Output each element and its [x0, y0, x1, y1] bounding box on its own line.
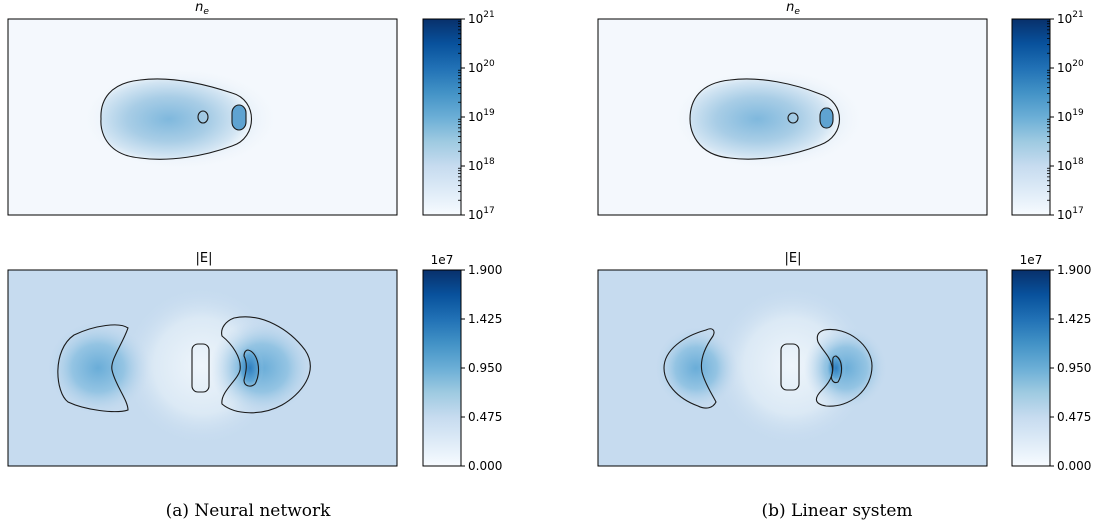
efield-colorbar-gradient-a — [423, 270, 461, 466]
efield-contour-left-lobe-a — [57, 324, 129, 413]
efield-contour-left-lobe-b — [663, 328, 717, 409]
ne-panel-b: ne — [597, 0, 988, 216]
ne-colorbar-gradient-a — [423, 19, 461, 215]
efield-left-lobe-glow-a — [46, 320, 150, 416]
ne-density-region-b — [690, 78, 840, 160]
efield-colorbar-offset-a: 1e7 — [431, 253, 454, 267]
ne-colorbar-a: 1017 1018 1019 1020 1021 — [422, 10, 495, 222]
ne-contour-outer-a — [100, 78, 253, 160]
efield-contour-center-b — [780, 343, 800, 391]
ne-contour-small-a — [197, 110, 209, 124]
efield-colorbar-b-tick-label: 0.000 — [1057, 459, 1091, 473]
ne-colorbar-b-tick-label: 1021 — [1057, 10, 1084, 26]
efield-colorbar-b-tick-label: 0.950 — [1057, 361, 1091, 375]
efield-colorbar-a-tick-label: 1.900 — [468, 263, 502, 277]
ne-colorbar-ticks-a: 1017 1018 1019 1020 1021 — [458, 10, 495, 222]
efield-colorbar-offset-b: 1e7 — [1020, 253, 1043, 267]
ne-contour-head-b — [819, 107, 834, 129]
caption-a: (a) Neural network — [166, 501, 332, 521]
efield-axes-frame-b — [597, 269, 988, 467]
efield-colorbar-a: 1e7 0.000 0.475 0.950 1.425 1.900 — [422, 253, 502, 473]
efield-axes-frame-a — [7, 269, 398, 467]
ne-colorbar-gradient-b — [1012, 19, 1050, 215]
efield-colorbar-b-tick-label: 1.425 — [1057, 312, 1091, 326]
caption-b: (b) Linear system — [761, 501, 912, 521]
efield-contour-hotspot-b — [830, 355, 843, 384]
efield-colorbar-b: 1e7 0.000 0.475 0.950 1.425 1.900 — [1011, 253, 1091, 473]
ne-colorbar-b-tick-label: 1017 — [1057, 206, 1084, 222]
efield-colorbar-a-tick-label: 0.000 — [468, 459, 502, 473]
efield-title-b: |E| — [785, 251, 802, 266]
ne-panel-a: ne — [7, 0, 398, 216]
ne-contour-outer-b — [689, 78, 841, 160]
ne-title-a: ne — [195, 0, 209, 17]
efield-hotspot-b — [826, 352, 846, 384]
efield-contour-hotspot-a — [243, 349, 260, 387]
ne-colorbar-a-tick-label: 1019 — [468, 108, 495, 124]
efield-contour-right-lobe-a — [221, 316, 311, 414]
ne-contour-head-a — [231, 104, 247, 131]
ne-colorbar-b-tick-label: 1019 — [1057, 108, 1084, 124]
ne-colorbar-b: 1017 1018 1019 1020 1021 — [1011, 10, 1084, 222]
efield-contour-center-a — [191, 343, 210, 393]
ne-colorbar-b-tick-label: 1018 — [1057, 157, 1084, 173]
ne-colorbar-b-tick-label: 1020 — [1057, 59, 1084, 75]
efield-colorbar-a-tick-label: 0.475 — [468, 410, 502, 424]
efield-colorbar-a-tick-label: 1.425 — [468, 312, 502, 326]
ne-axes-frame-a — [7, 18, 398, 216]
efield-panel-b: |E| — [597, 251, 988, 467]
efield-left-lobe-glow-b — [654, 326, 738, 410]
efield-colorbar-b-tick-label: 0.475 — [1057, 410, 1091, 424]
efield-colorbar-b-tick-label: 1.900 — [1057, 263, 1091, 277]
efield-title-a: |E| — [196, 251, 213, 266]
ne-colorbar-ticks-b: 1017 1018 1019 1020 1021 — [1047, 10, 1084, 222]
ne-density-region-a — [100, 78, 252, 160]
ne-axes-frame-b — [597, 18, 988, 216]
ne-contour-small-b — [787, 112, 799, 124]
ne-colorbar-a-tick-label: 1018 — [468, 157, 495, 173]
efield-colorbar-ticks-a: 0.000 0.475 0.950 1.425 1.900 — [461, 263, 502, 473]
efield-colorbar-gradient-b — [1012, 270, 1050, 466]
ne-colorbar-a-tick-label: 1021 — [468, 10, 495, 26]
ne-colorbar-a-tick-label: 1017 — [468, 206, 495, 222]
efield-colorbar-a-tick-label: 0.950 — [468, 361, 502, 375]
ne-colorbar-a-tick-label: 1020 — [468, 59, 495, 75]
ne-title-b: ne — [786, 0, 800, 17]
efield-contour-right-lobe-b — [815, 328, 873, 407]
efield-colorbar-ticks-b: 0.000 0.475 0.950 1.425 1.900 — [1050, 263, 1091, 473]
efield-panel-a: |E| — [7, 251, 398, 467]
